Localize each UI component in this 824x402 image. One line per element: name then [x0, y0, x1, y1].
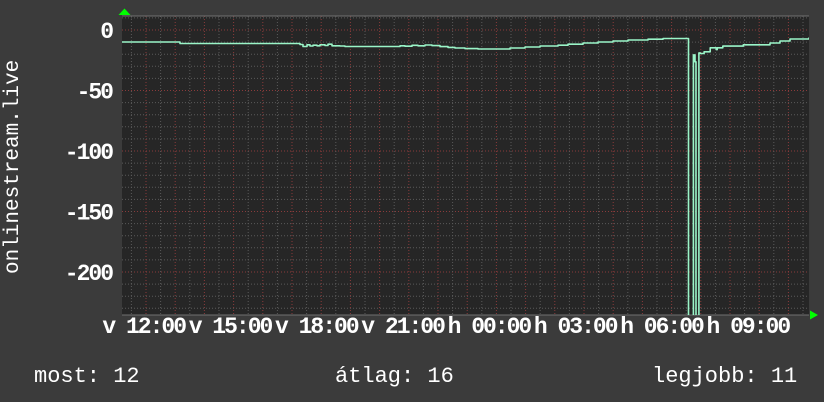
svg-text:h 03:00: h 03:00 [534, 314, 618, 340]
svg-text:legjobb: 11: legjobb: 11 [652, 364, 797, 389]
svg-text:v 15:00: v 15:00 [189, 314, 273, 340]
svg-text:h 06:00: h 06:00 [620, 314, 704, 340]
svg-text:v 12:00: v 12:00 [102, 314, 186, 340]
svg-text:-100: -100 [65, 140, 113, 166]
svg-text:v 21:00: v 21:00 [361, 314, 445, 340]
svg-text:-200: -200 [65, 261, 113, 287]
svg-text:v 18:00: v 18:00 [275, 314, 359, 340]
svg-text:most: 12: most: 12 [34, 364, 140, 389]
svg-text:átlag: 16: átlag: 16 [335, 364, 454, 389]
svg-text:-50: -50 [77, 80, 114, 106]
svg-text:0: 0 [100, 19, 113, 45]
svg-text:h 00:00: h 00:00 [448, 314, 532, 340]
svg-text:h 09:00: h 09:00 [707, 314, 791, 340]
svg-text:-150: -150 [65, 201, 113, 227]
